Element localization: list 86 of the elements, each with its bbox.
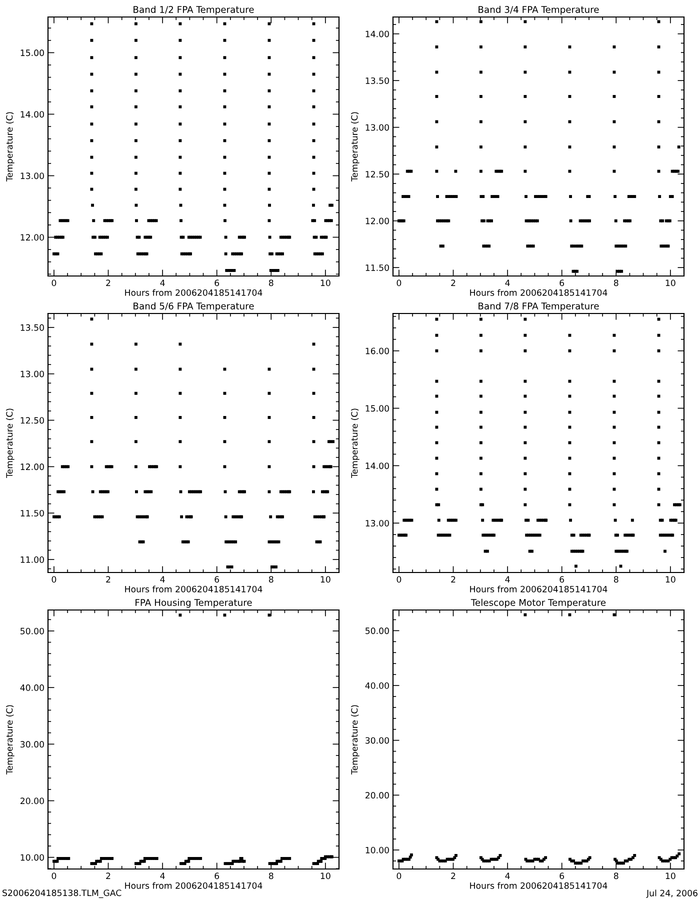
chart-title: Band 1/2 FPA Temperature: [134, 6, 254, 15]
y-tick-label: 13.50: [366, 77, 389, 84]
x-tick-label: 10: [320, 872, 330, 880]
y-tick-label: 12.50: [366, 170, 389, 178]
y-tick-label: 13.00: [366, 520, 389, 527]
chart-title: Band 3/4 FPA Temperature: [478, 6, 599, 15]
y-axis-title: Temperature (C): [350, 705, 360, 775]
x-tick-label: 0: [52, 280, 56, 286]
x-tick-label: 8: [268, 280, 274, 286]
y-tick-label: 16.00: [366, 348, 389, 354]
y-tick-label: 13.00: [20, 172, 44, 180]
y-tick-label: 15.00: [366, 405, 389, 412]
x-tick-label: 4: [160, 576, 165, 583]
y-tick-label: 12.00: [366, 218, 389, 224]
x-axis-title: Hours from 2006204185141704: [125, 882, 262, 889]
y-tick-label: 13.00: [20, 370, 44, 378]
x-tick-label: 0: [396, 872, 402, 880]
y-tick-label: 40.00: [20, 684, 44, 691]
y-tick-label: 20.00: [366, 792, 389, 799]
y-tick-label: 40.00: [365, 682, 389, 689]
text: S2006204185138.TLM_GAC: [2, 890, 122, 898]
x-tick-label: 6: [214, 872, 220, 880]
x-tick-label: 10: [320, 576, 330, 583]
x-tick-label: 0: [396, 280, 402, 286]
y-axis-title: Temperature (C): [350, 112, 360, 182]
y-tick-label: 14.00: [366, 30, 389, 38]
y-tick-label: 10.00: [20, 854, 44, 861]
x-tick-label: 10: [666, 576, 676, 583]
chart-title: Band 7/8 FPA Temperature: [478, 302, 599, 312]
x-tick-label: 8: [614, 872, 618, 880]
y-axis-title: Temperature (C): [6, 705, 14, 775]
y-tick-label: 14.00: [20, 111, 44, 118]
y-tick-label: 30.00: [20, 741, 44, 748]
y-tick-label: 11.50: [20, 510, 44, 516]
x-tick-label: 2: [106, 280, 110, 286]
y-tick-label: 11.00: [20, 556, 44, 563]
x-tick-label: 10: [666, 872, 676, 880]
x-axis-title: Hours from 2006204185141704: [470, 586, 608, 592]
y-tick-label: 12.50: [20, 417, 44, 424]
x-tick-label: 8: [614, 576, 618, 583]
x-tick-label: 6: [560, 872, 564, 880]
x-tick-label: 0: [396, 576, 402, 583]
x-tick-label: 6: [560, 280, 564, 286]
x-tick-label: 2: [451, 280, 456, 286]
y-tick-label: 13.00: [366, 124, 389, 131]
y-tick-label: 50.00: [20, 628, 44, 634]
x-tick-label: 10: [320, 280, 330, 286]
x-tick-label: 0: [52, 872, 56, 880]
text: Jul 24, 2006: [646, 890, 698, 898]
y-tick-label: 11.50: [366, 264, 389, 271]
x-tick-label: 8: [268, 576, 274, 583]
chart-title: FPA Housing Temperature: [136, 598, 252, 608]
x-axis-title: Hours from 2006204185141704: [470, 882, 608, 889]
x-tick-label: 4: [505, 872, 510, 880]
x-tick-label: 4: [505, 576, 510, 583]
x-tick-label: 10: [666, 280, 676, 286]
y-tick-label: 50.00: [366, 628, 389, 634]
y-tick-label: 20.00: [20, 798, 44, 804]
x-axis-title: Hours from 2006204185141704: [470, 289, 608, 296]
y-tick-label: 15.00: [20, 50, 44, 56]
y-tick-label: 30.00: [366, 737, 389, 744]
x-tick-label: 4: [160, 280, 165, 286]
y-tick-label: 12.00: [20, 464, 44, 470]
y-tick-label: 12.00: [20, 234, 44, 241]
x-tick-label: 0: [52, 576, 56, 583]
y-axis-title: Temperature (C): [6, 408, 14, 478]
x-tick-label: 6: [560, 576, 564, 583]
x-axis-title: Hours from 2006204185141704: [125, 289, 262, 296]
chart-title: Band 5/6 FPA Temperature: [134, 302, 254, 312]
y-tick-label: 10.00: [366, 846, 389, 854]
x-tick-label: 4: [160, 872, 165, 880]
x-tick-label: 8: [268, 872, 274, 880]
y-axis-title: Temperature (C): [350, 408, 360, 478]
x-tick-label: 2: [451, 872, 456, 880]
x-tick-label: 2: [106, 576, 110, 583]
x-tick-label: 2: [451, 576, 456, 583]
y-axis-title: Temperature (C): [6, 112, 14, 182]
y-tick-label: 13.50: [20, 324, 44, 331]
x-axis-title: Hours from 2006204185141704: [125, 586, 262, 592]
y-tick-label: 14.00: [366, 462, 389, 470]
x-tick-label: 4: [505, 280, 510, 286]
x-tick-label: 2: [106, 872, 110, 880]
x-tick-label: 6: [214, 280, 220, 286]
chart-title: Telescope Motor Temperature: [470, 598, 606, 608]
x-tick-label: 6: [214, 576, 220, 583]
x-tick-label: 8: [614, 280, 618, 286]
